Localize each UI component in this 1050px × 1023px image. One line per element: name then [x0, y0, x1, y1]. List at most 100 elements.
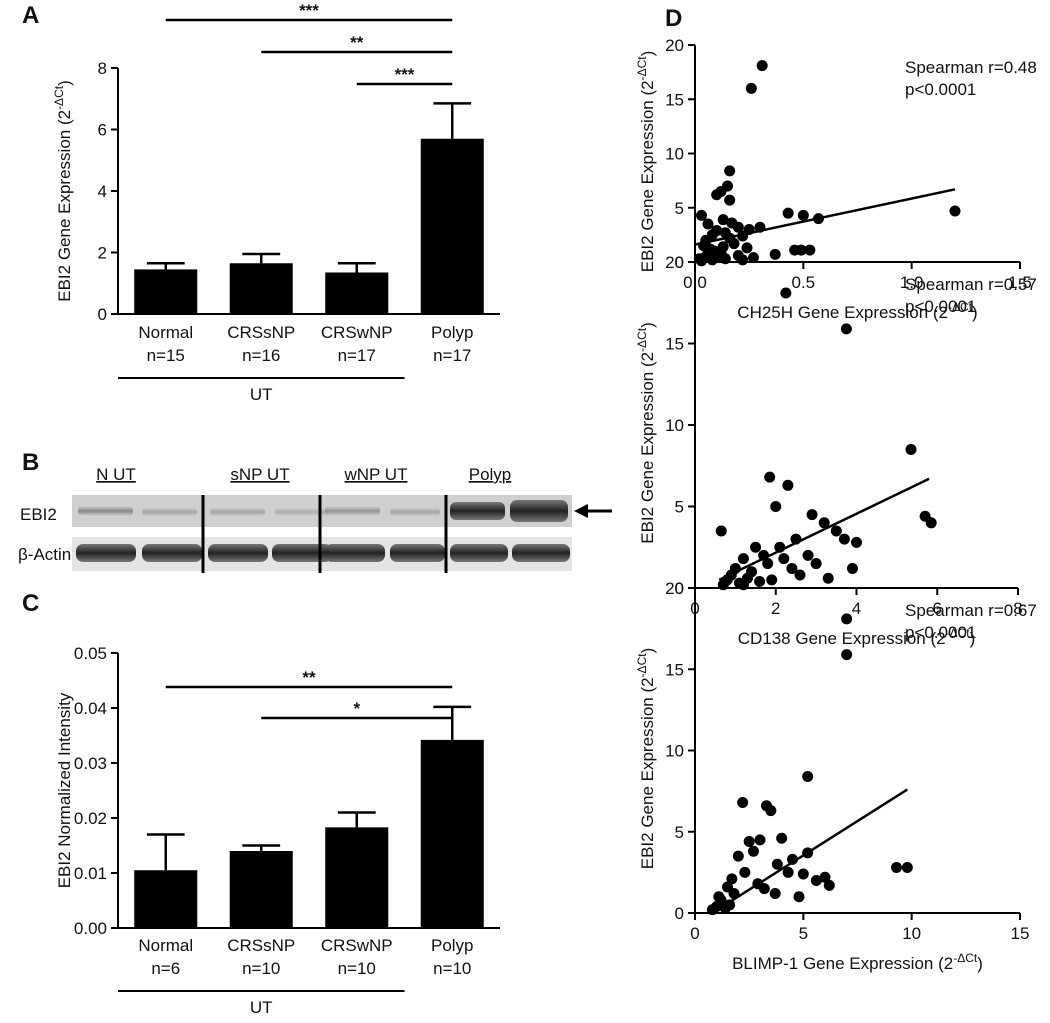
y-tick-label: 5	[675, 823, 684, 842]
x-tick-label: 8	[1013, 599, 1022, 618]
x-axis-label-text: BLIMP-1 Gene Expression (2	[732, 954, 953, 973]
x-tick-label: 1.0	[900, 273, 924, 292]
point	[786, 562, 798, 574]
group-label: UT	[250, 385, 273, 404]
point	[732, 221, 744, 233]
point	[822, 572, 834, 584]
y-tick-label: 20	[665, 36, 684, 55]
point	[715, 525, 727, 537]
panel-label: D	[665, 5, 682, 32]
bar	[420, 739, 484, 928]
point	[810, 558, 822, 570]
y-tick-label: 15	[665, 335, 684, 354]
n-label: n=10	[433, 959, 471, 978]
y-tick-label: 4	[98, 182, 107, 201]
y-axis-label: EBI2 Normalized Intensity	[55, 692, 74, 888]
x-axis-label-text: CD138 Gene Expression (2	[738, 629, 946, 648]
annotation: p<0.0001	[905, 80, 976, 99]
point	[841, 649, 853, 661]
n-label: n=16	[242, 346, 280, 365]
y-tick-label: 10	[665, 145, 684, 164]
y-axis-label-sup: -ΔCt	[635, 327, 649, 352]
point	[746, 566, 758, 578]
point	[778, 553, 790, 565]
y-tick-label: 0.03	[74, 754, 107, 773]
point	[732, 850, 744, 862]
bar	[134, 269, 198, 314]
y-tick-label: 0.00	[74, 919, 107, 938]
significance-label: **	[350, 33, 364, 52]
panel-label: A	[22, 2, 39, 29]
point	[724, 899, 736, 911]
trendline	[694, 188, 956, 246]
annotation: Spearman r=0.48	[905, 58, 1037, 77]
point	[851, 536, 862, 548]
x-tick-label: Normal	[138, 323, 193, 342]
point	[818, 517, 830, 529]
point	[770, 501, 782, 512]
annotation: p<0.0001	[905, 623, 976, 642]
x-tick-label: CRSsNP	[227, 323, 295, 342]
y-axis-label-end: )	[638, 322, 657, 328]
y-axis-label-end: )	[55, 80, 74, 86]
lane-label: N UT	[96, 465, 136, 484]
y-axis-label-sup: -ΔCt	[635, 653, 649, 678]
point	[794, 569, 806, 581]
trendline	[711, 788, 909, 915]
point	[797, 209, 809, 221]
x-tick-label: 4	[852, 599, 861, 618]
point	[717, 241, 729, 253]
y-tick-label: 6	[98, 121, 107, 140]
bar	[325, 272, 389, 314]
point	[748, 252, 759, 264]
x-tick-label: 1.5	[1008, 273, 1032, 292]
point	[737, 553, 749, 565]
annotation: p<0.0001	[905, 297, 976, 316]
y-axis-label-text: EBI2 Gene Expression (2	[638, 677, 657, 869]
point	[846, 562, 858, 574]
point	[711, 189, 723, 201]
y-tick-label: 0	[98, 305, 107, 324]
y-axis-label-end: )	[638, 51, 657, 57]
point	[782, 207, 794, 219]
y-tick-label: 0.01	[74, 864, 107, 883]
y-axis-label: EBI2 Gene Expression (2-ΔCt)	[635, 648, 657, 870]
n-label: n=10	[338, 959, 376, 978]
point	[717, 214, 729, 226]
x-tick-label: 15	[1011, 924, 1030, 943]
point	[841, 613, 853, 625]
row-label: β-Actin	[18, 545, 71, 564]
y-axis-label-text: EBI2 Gene Expression (2	[638, 352, 657, 544]
annotation: Spearman r=0.57	[905, 275, 1037, 294]
x-axis-label-sup: -ΔCt	[946, 626, 971, 640]
y-tick-label: 0.04	[74, 699, 107, 718]
y-tick-label: 8	[98, 59, 107, 78]
x-axis-label-text: CH25H Gene Expression (2	[737, 303, 948, 322]
point	[838, 533, 850, 545]
bar	[229, 263, 293, 314]
y-tick-label: 15	[665, 660, 684, 679]
point	[766, 574, 778, 586]
point	[949, 205, 961, 217]
point	[901, 862, 913, 873]
y-tick-label: 2	[98, 244, 107, 263]
point	[696, 209, 707, 221]
point	[702, 218, 714, 230]
panel-label: C	[22, 590, 39, 617]
panel-label: B	[22, 449, 39, 476]
row-label: EBI2	[20, 505, 57, 524]
x-axis-label: BLIMP-1 Gene Expression (2-ΔCt)	[732, 951, 983, 973]
point	[780, 287, 792, 299]
y-axis-label-sup: -ΔCt	[52, 85, 66, 110]
point	[782, 479, 794, 491]
point	[696, 255, 707, 267]
point	[717, 579, 729, 591]
x-axis-label-sup: -ΔCt	[953, 951, 978, 965]
point	[925, 517, 937, 529]
point	[840, 323, 852, 335]
y-axis-label-end: )	[638, 648, 657, 654]
trendline	[718, 477, 930, 581]
point	[802, 771, 814, 782]
y-tick-label: 0.05	[74, 644, 107, 663]
